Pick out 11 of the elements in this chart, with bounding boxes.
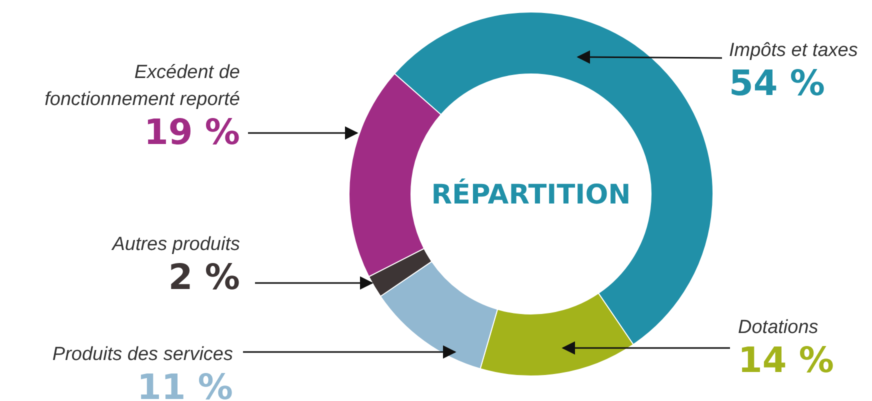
slice-label: Dotations — [738, 317, 819, 338]
slice-label: Produits des services — [52, 344, 234, 365]
data-label: 14 % — [738, 341, 834, 381]
data-label: 2 % — [168, 258, 240, 298]
data-label: 54 % — [729, 64, 825, 104]
data-label: 19 % — [144, 113, 240, 153]
text: RÉPARTITION — [431, 177, 631, 210]
slice-label: Impôts et taxes — [729, 40, 858, 61]
data-label: 11 % — [137, 368, 233, 401]
slice-label: Excédent de fonctionnement reporté — [44, 62, 240, 110]
slice-label: Autres produits — [111, 234, 240, 255]
